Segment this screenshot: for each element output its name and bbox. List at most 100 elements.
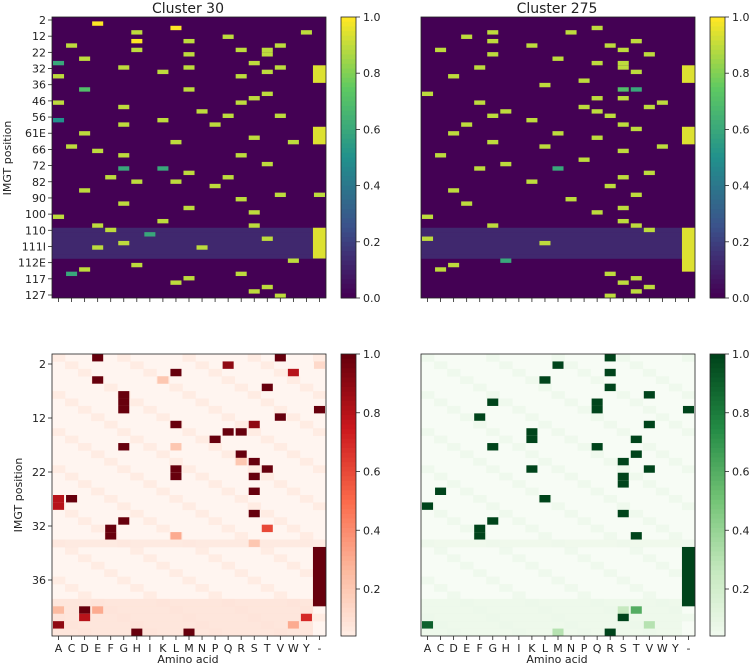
colorbar-gradient: [710, 204, 725, 210]
y-tick-label: 12: [32, 30, 46, 43]
heatmap-bg-cell: [447, 405, 461, 414]
heatmap-cell: [591, 96, 603, 101]
y-tick-label: 111I: [22, 240, 46, 253]
heatmap-bg-cell: [221, 376, 235, 384]
heatmap-cell: [170, 139, 182, 145]
colorbar-gradient: [341, 415, 356, 421]
colorbar-gradient: [710, 138, 725, 144]
heatmap-bg-cell: [312, 354, 327, 362]
heatmap-cell: [617, 613, 629, 622]
heatmap-cell: [261, 524, 273, 533]
colorbar-gradient: [710, 218, 725, 224]
heatmap-bg-cell: [247, 391, 262, 399]
heatmap-cell: [183, 628, 195, 636]
heatmap-bg-cell: [473, 569, 487, 577]
colorbar-frame: [709, 353, 726, 637]
heatmap-bg-cell: [681, 428, 696, 436]
heatmap-bg-cell: [577, 480, 591, 488]
heatmap-bg-cell: [260, 546, 275, 555]
colorbar-gradient: [341, 124, 356, 130]
heatmap-cell: [261, 91, 273, 97]
heatmap-bg-cell: [447, 554, 461, 563]
heatmap-cell: [617, 122, 629, 127]
heatmap-cell: [630, 223, 642, 228]
colorbar-gradient: [710, 176, 725, 182]
heatmap-bg-cell: [499, 472, 513, 481]
colorbar-frame: [340, 353, 357, 637]
heatmap-cell: [422, 214, 434, 219]
colorbar-gradient: [341, 476, 356, 482]
colorbar-gradient: [710, 382, 725, 388]
colorbar-gradient: [341, 77, 356, 84]
heatmap-bg-cell: [169, 457, 183, 466]
heatmap-cell: [617, 205, 629, 211]
heatmap-cell: [248, 135, 260, 140]
heatmap-cell: [487, 139, 499, 145]
heatmap-bg-cell: [156, 487, 170, 496]
heatmap-bg-cell: [434, 584, 448, 592]
heatmap-cell: [630, 450, 642, 458]
heatmap-cell: [591, 109, 603, 114]
colorbar-gradient: [710, 77, 725, 84]
heatmap-cell: [630, 69, 642, 75]
heatmap-bg-cell: [299, 495, 314, 503]
heatmap-bg-cell: [512, 517, 526, 525]
colorbar-gradient: [341, 213, 356, 219]
colorbar-gradient: [341, 194, 356, 201]
heatmap-bg-cell: [616, 354, 631, 362]
colorbar-gradient: [710, 293, 725, 299]
colorbar-gradient: [710, 617, 725, 623]
heatmap-bg-cell: [577, 405, 591, 414]
heatmap-bg-cell: [434, 472, 448, 481]
x-tick-label: A: [424, 642, 432, 655]
heatmap-cell: [630, 276, 642, 281]
heatmap-bg-cell: [104, 420, 118, 429]
colorbar-gradient: [710, 429, 725, 435]
heatmap-bg-cell: [52, 391, 66, 399]
x-tick-label: V: [646, 642, 654, 655]
heatmap-cell: [157, 376, 169, 384]
heatmap-cell: [79, 606, 91, 614]
heatmap-bg-cell: [512, 480, 526, 488]
heatmap-bg-cell: [460, 487, 474, 496]
colorbar-tick-label: 0.4: [732, 180, 750, 193]
heatmap-cell: [261, 52, 273, 57]
colorbar-gradient: [710, 241, 725, 247]
heatmap-bg-cell: [525, 487, 539, 496]
colorbar-gradient: [710, 372, 725, 378]
colorbar-gradient: [710, 255, 725, 262]
colorbar-gradient: [710, 279, 725, 285]
heatmap-cell: [66, 271, 78, 277]
colorbar-gradient: [341, 21, 356, 27]
colorbar-gradient: [341, 209, 356, 215]
heatmap-bg-cell: [603, 495, 618, 503]
colorbar-gradient: [710, 584, 725, 590]
heatmap-cell: [313, 192, 325, 198]
colorbar-gradient: [341, 617, 356, 623]
colorbar-gradient: [341, 54, 356, 60]
heatmap-bg-cell: [499, 398, 513, 407]
x-tick-label: G: [119, 642, 128, 655]
x-tick-label: N: [567, 642, 575, 655]
heatmap-bg-cell: [91, 413, 105, 422]
heatmap-bg-cell: [273, 554, 288, 563]
heatmap-bg-cell: [273, 517, 288, 525]
heatmap-cell: [287, 368, 299, 377]
colorbar-gradient: [341, 157, 356, 163]
heatmap-cell: [617, 509, 629, 518]
heatmap-bg-cell: [590, 413, 604, 422]
colorbar-gradient: [341, 565, 356, 571]
colorbar-gradient: [710, 96, 725, 102]
heatmap-cell: [526, 179, 538, 184]
heatmap-cell: [118, 166, 130, 171]
heatmap-cell: [79, 56, 91, 61]
heatmap-bg-cell: [260, 584, 275, 592]
colorbar-gradient: [341, 251, 356, 257]
heatmap-cell: [53, 621, 65, 629]
heatmap-cell: [526, 428, 538, 436]
heatmap-cell: [552, 628, 564, 636]
heatmap-bg-cell: [247, 428, 262, 436]
colorbar-tick-label: 0.6: [363, 466, 381, 479]
colorbar-gradient: [341, 265, 356, 271]
